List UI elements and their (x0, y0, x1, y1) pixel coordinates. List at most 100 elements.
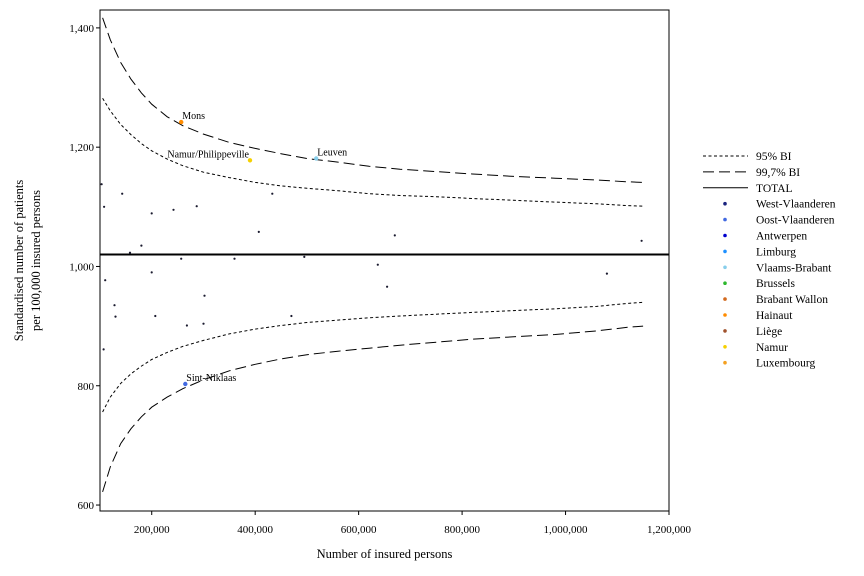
data-point (100, 183, 103, 186)
legend-dot-swatch (723, 313, 727, 317)
legend-item: Brussels (723, 278, 796, 290)
legend-item: Limburg (723, 246, 796, 258)
data-point (640, 239, 643, 242)
data-point-labeled (247, 158, 253, 163)
ci997-upper-curve (102, 17, 644, 183)
legend-label: Luxembourg (756, 358, 815, 370)
legend-item: Oost-Vlaanderen (723, 215, 835, 227)
data-point (290, 314, 293, 318)
legend: 95% BI 99,7% BI TOTAL West-Vlaanderen Oost-V… (703, 151, 836, 370)
legend-dot-swatch (723, 265, 727, 270)
legend-dot-swatch (723, 249, 727, 254)
ci95-lower-curve (102, 301, 644, 413)
legend-item: Liège (723, 326, 782, 338)
legend-dot-swatch (723, 345, 727, 349)
y-axis: 600 800 1,000 1,200 1,400 (69, 23, 100, 512)
legend-label: Antwerpen (756, 231, 807, 243)
data-point (154, 314, 157, 318)
x-tick-label: 800,000 (444, 524, 480, 536)
legend-item: Antwerpen (723, 231, 807, 243)
x-axis-label: Number of insured persons (317, 547, 453, 561)
x-tick-label: 1,000,000 (544, 524, 589, 536)
x-tick-label: 600,000 (341, 524, 377, 536)
data-point (393, 234, 396, 237)
data-point-labeled (314, 156, 319, 161)
data-point (102, 348, 105, 351)
legend-item: West-Vlaanderen (723, 199, 836, 211)
legend-item: Vlaams-Brabant (723, 262, 832, 274)
legend-label: West-Vlaanderen (756, 199, 836, 211)
legend-item: 95% BI (703, 151, 792, 163)
data-point (195, 205, 198, 208)
legend-label: Brabant Wallon (756, 294, 828, 306)
data-points: Mons Namur/Philippeville Leuven Sint-Niklaa… (100, 111, 643, 387)
y-tick-label: 600 (78, 500, 95, 512)
point-label: Sint-Niklaas (186, 373, 236, 384)
data-point (104, 279, 107, 282)
legend-item: Luxembourg (723, 358, 815, 370)
data-point (202, 322, 205, 325)
ci95-upper-curve (102, 98, 644, 207)
y-tick-label: 1,000 (69, 261, 94, 273)
data-point (386, 285, 389, 288)
ci997-lower-curve (102, 325, 644, 493)
legend-label: Oost-Vlaanderen (756, 215, 835, 227)
ci997-curves (102, 17, 644, 493)
legend-label: Brussels (756, 278, 796, 290)
legend-dot-swatch (723, 201, 727, 206)
data-point (257, 230, 260, 233)
legend-dot-swatch (723, 281, 727, 286)
legend-label: Hainaut (756, 310, 793, 322)
legend-label: Limburg (756, 246, 796, 258)
data-point (128, 251, 132, 254)
data-point (113, 304, 116, 307)
data-point (233, 257, 236, 260)
data-point (140, 244, 143, 247)
data-point (203, 294, 206, 297)
x-tick-label: 200,000 (134, 524, 170, 536)
x-tick-label: 400,000 (237, 524, 273, 536)
y-tick-label: 1,400 (69, 23, 94, 35)
y-tick-label: 800 (78, 381, 95, 393)
legend-item: TOTAL (703, 183, 793, 195)
data-point (150, 212, 153, 215)
y-axis-label-line-1: Standardised number of patients (12, 180, 26, 342)
legend-item: Brabant Wallon (723, 294, 828, 306)
x-axis: 200,000 400,000 600,000 800,000 1,000,000 1,2… (134, 511, 692, 536)
point-label: Namur/Philippeville (167, 149, 249, 160)
data-point-labeled (183, 381, 188, 387)
legend-item: Namur (723, 342, 788, 354)
legend-label: Namur (756, 342, 788, 354)
legend-dot-swatch (723, 329, 727, 333)
data-point (271, 192, 274, 195)
data-point-labeled (179, 119, 184, 125)
plot-area: Mons Namur/Philippeville Leuven Sint-Niklaa… (99, 9, 670, 512)
point-label: Leuven (317, 148, 347, 159)
data-point (172, 208, 175, 211)
legend-label: Vlaams-Brabant (756, 262, 832, 274)
legend-label: 95% BI (756, 151, 792, 163)
plot-frame (99, 9, 670, 512)
legend-dot-swatch (723, 233, 727, 238)
legend-dot-swatch (723, 217, 727, 222)
data-point (303, 255, 306, 258)
legend-dot-swatch (723, 297, 727, 301)
data-point (180, 257, 183, 260)
data-point (121, 192, 124, 195)
data-point (103, 205, 106, 208)
ci95-curves (102, 98, 644, 413)
legend-item: 99,7% BI (703, 167, 800, 179)
legend-label: Liège (756, 326, 782, 338)
y-tick-label: 1,200 (69, 142, 94, 154)
legend-label: 99,7% BI (756, 167, 800, 179)
data-point (376, 263, 379, 266)
point-label: Mons (182, 111, 205, 122)
legend-dot-swatch (723, 360, 727, 365)
legend-item: Hainaut (723, 310, 793, 322)
y-axis-label-line-2: per 100,000 insured persons (29, 190, 43, 331)
data-point (150, 271, 153, 274)
data-point (114, 315, 117, 318)
legend-label: TOTAL (756, 183, 793, 195)
data-point (605, 272, 609, 275)
